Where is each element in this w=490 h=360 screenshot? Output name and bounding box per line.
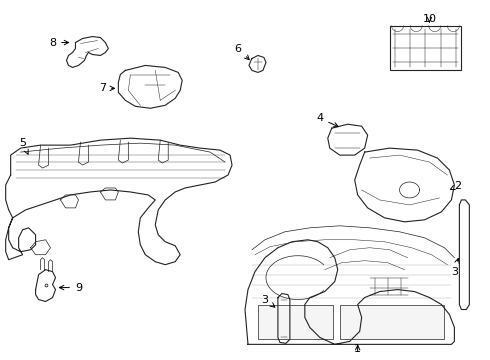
Text: 1: 1	[354, 345, 361, 354]
Text: 9: 9	[59, 283, 82, 293]
Text: 5: 5	[19, 138, 28, 154]
Text: 10: 10	[422, 14, 437, 24]
Text: 8: 8	[49, 37, 69, 48]
Bar	[390, 26, 462, 71]
Text: 7: 7	[99, 84, 115, 93]
Bar	[258, 305, 333, 339]
Text: 2: 2	[450, 181, 461, 191]
Text: 3: 3	[262, 294, 275, 307]
Text: 6: 6	[235, 44, 249, 60]
Text: 4: 4	[316, 113, 338, 127]
Text: 3: 3	[451, 258, 459, 276]
Bar	[340, 305, 444, 339]
